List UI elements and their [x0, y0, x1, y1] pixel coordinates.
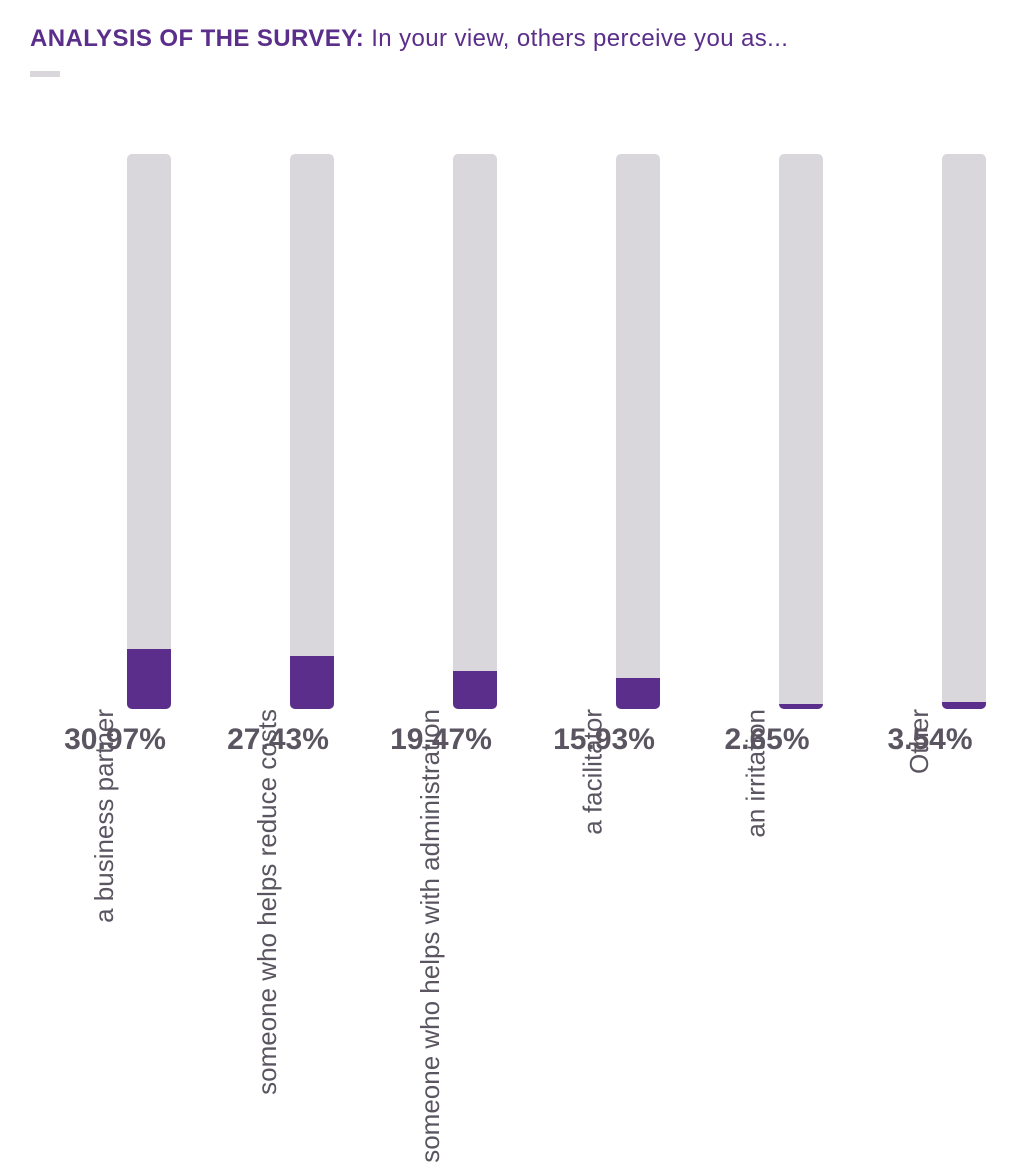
bar-fill [942, 702, 986, 709]
title-strong: ANALYSIS OF THE SURVEY: [30, 25, 364, 52]
bar-track [616, 154, 660, 709]
bar-fill [453, 671, 497, 709]
chart-column: Other3.54% [850, 97, 1010, 757]
chart-column: someone who helps reduce costs27.43% [198, 97, 358, 757]
chart-column: a business partner30.97% [35, 97, 195, 757]
title-light: In your view, others perceive you as... [364, 25, 788, 52]
chart-column: a facilitator15.93% [524, 97, 684, 757]
bar-value: 15.93% [524, 723, 684, 757]
bar-label: someone who helps with administration [417, 709, 443, 1163]
bar-chart: a business partner30.97%someone who help… [30, 97, 994, 757]
bar-value: 27.43% [198, 723, 358, 757]
bar-value: 19.47% [361, 723, 521, 757]
bar-value: 3.54% [850, 723, 1010, 757]
bar-track [453, 154, 497, 709]
bar-fill [779, 704, 823, 709]
bar-track [942, 154, 986, 709]
bar-fill [127, 649, 171, 709]
chart-container: ANALYSIS OF THE SURVEY: In your view, ot… [0, 0, 1024, 815]
chart-title: ANALYSIS OF THE SURVEY: In your view, ot… [30, 25, 994, 53]
bar-track [290, 154, 334, 709]
bar-value: 2.65% [687, 723, 847, 757]
bar-label: someone who helps reduce costs [254, 709, 280, 1095]
bar-track [127, 154, 171, 709]
title-underline [30, 71, 60, 77]
chart-column: an irritation2.65% [687, 97, 847, 757]
chart-column: someone who helps with administration19.… [361, 97, 521, 757]
bar-value: 30.97% [35, 723, 195, 757]
bar-fill [290, 656, 334, 709]
bar-track [779, 154, 823, 709]
bar-fill [616, 678, 660, 709]
